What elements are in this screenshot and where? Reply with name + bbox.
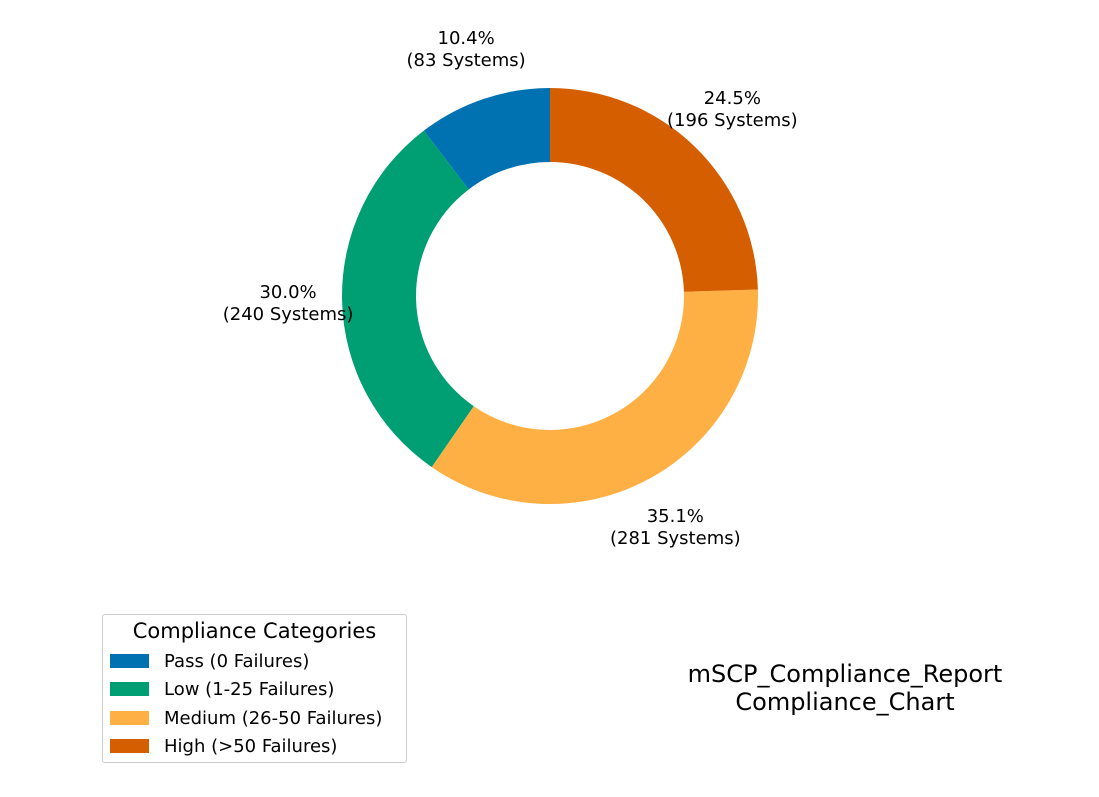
legend-label-low: Low (1-25 Failures) (164, 678, 335, 700)
legend-swatch-medium (110, 711, 149, 725)
slice-count-pass: (83 Systems) (407, 50, 526, 71)
slice-medium (431, 289, 758, 504)
legend-label-pass: Pass (0 Failures) (164, 650, 310, 672)
slice-label-high: 24.5% (196 Systems) (667, 88, 798, 131)
chart-title-line-2: Compliance_Chart (735, 688, 955, 716)
slice-low (342, 130, 474, 468)
slice-label-medium: 35.1% (281 Systems) (610, 506, 741, 549)
legend-item-high: High (>50 Failures) (110, 735, 337, 757)
slice-count-medium: (281 Systems) (610, 528, 741, 549)
chart-title: mSCP_Compliance_Report Compliance_Chart (640, 660, 1050, 716)
slice-label-pass: 10.4% (83 Systems) (407, 28, 526, 71)
chart-title-line-1: mSCP_Compliance_Report (687, 660, 1003, 688)
slice-percent-medium: 35.1% (647, 506, 704, 527)
slice-pass (423, 88, 550, 190)
legend-label-medium: Medium (26-50 Failures) (164, 707, 383, 729)
legend-title: Compliance Categories (132, 619, 377, 643)
legend-item-low: Low (1-25 Failures) (110, 678, 334, 700)
legend-swatch-low (110, 682, 149, 696)
slice-percent-low: 30.0% (259, 282, 316, 303)
legend-swatch-high (110, 739, 149, 753)
legend-label-high: High (>50 Failures) (164, 735, 338, 757)
slice-label-low: 30.0% (240 Systems) (223, 282, 354, 325)
slice-percent-pass: 10.4% (438, 28, 495, 49)
slice-count-high: (196 Systems) (667, 110, 798, 131)
legend-swatch-pass (110, 654, 149, 668)
slice-percent-high: 24.5% (704, 88, 761, 109)
legend-item-medium: Medium (26-50 Failures) (110, 707, 382, 729)
slice-count-low: (240 Systems) (223, 304, 354, 325)
legend-item-pass: Pass (0 Failures) (110, 650, 309, 672)
slice-high (550, 88, 758, 292)
legend: Compliance Categories Pass (0 Failures) … (102, 614, 407, 763)
